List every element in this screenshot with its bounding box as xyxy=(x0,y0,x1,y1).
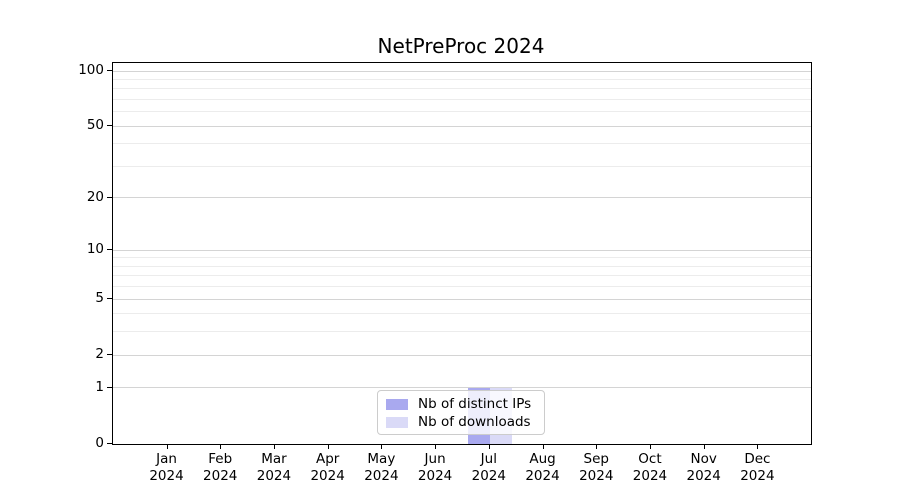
y-gridline-minor xyxy=(113,111,811,113)
y-tick-mark xyxy=(107,354,112,356)
y-gridline-minor xyxy=(113,313,811,315)
x-tick-label: Nov 2024 xyxy=(669,451,739,485)
x-tick-year: 2024 xyxy=(686,468,721,484)
y-gridline-major xyxy=(113,70,811,72)
x-tick-label: Mar 2024 xyxy=(239,451,309,485)
x-tick-year: 2024 xyxy=(632,468,668,484)
chart-title: NetPreProc 2024 xyxy=(377,34,545,58)
x-tick-month: Nov xyxy=(690,451,717,467)
x-tick-year: 2024 xyxy=(471,468,506,484)
x-tick-month: Sep xyxy=(583,451,609,467)
y-gridline-major xyxy=(113,298,811,300)
y-gridline-major xyxy=(113,249,811,251)
x-tick-year: 2024 xyxy=(417,468,453,484)
x-tick-month: May xyxy=(367,451,396,467)
x-tick-month: Feb xyxy=(208,451,233,467)
y-gridline-minor xyxy=(113,331,811,333)
x-tick-mark xyxy=(273,444,275,449)
x-tick-label: Sep 2024 xyxy=(561,451,631,485)
y-tick-label: 100 xyxy=(78,62,104,78)
x-tick-mark xyxy=(435,444,437,449)
y-tick-label: 50 xyxy=(86,117,104,134)
x-tick-month: Aug xyxy=(529,451,556,467)
y-gridline-minor xyxy=(113,165,811,167)
x-tick-mark xyxy=(166,444,168,449)
x-tick-month: Mar xyxy=(261,451,287,467)
x-tick-label: Apr 2024 xyxy=(293,451,363,485)
y-gridline-minor xyxy=(113,286,811,288)
y-gridline-minor xyxy=(113,98,811,100)
y-tick-label: 2 xyxy=(95,346,104,363)
y-tick-label: 10 xyxy=(86,241,104,258)
y-gridline-major xyxy=(113,387,811,389)
y-tick-mark xyxy=(107,70,112,71)
x-tick-label: Aug 2024 xyxy=(508,451,578,485)
x-tick-mark xyxy=(381,444,383,449)
x-tick-month: Jul xyxy=(480,451,497,467)
x-tick-month: Jan xyxy=(156,451,177,467)
x-tick-month: Jun xyxy=(424,451,446,467)
y-tick-mark xyxy=(107,298,112,300)
x-tick-label: Jul 2024 xyxy=(454,451,524,485)
x-tick-year: 2024 xyxy=(740,468,775,484)
x-tick-year: 2024 xyxy=(256,468,292,484)
y-gridline-minor xyxy=(113,78,811,80)
x-tick-mark xyxy=(649,444,651,449)
x-tick-month: Dec xyxy=(744,451,771,467)
legend-item-downloads: Nb of downloads xyxy=(386,413,536,431)
legend: Nb of distinct IPs Nb of downloads xyxy=(377,390,545,435)
x-tick-month: Apr xyxy=(315,451,340,467)
x-tick-mark xyxy=(220,444,222,449)
x-tick-mark xyxy=(596,444,598,449)
x-tick-month: Oct xyxy=(638,451,662,467)
legend-label-downloads: Nb of downloads xyxy=(418,414,531,430)
legend-swatch-distinct-ips xyxy=(386,398,408,410)
y-gridline-minor xyxy=(113,275,811,277)
y-gridline-minor xyxy=(113,143,811,145)
legend-swatch-downloads xyxy=(386,416,408,428)
x-tick-mark xyxy=(488,444,490,449)
y-tick-mark xyxy=(107,386,112,388)
plot-area xyxy=(112,62,812,445)
x-tick-label: Oct 2024 xyxy=(615,451,685,485)
y-tick-label: 20 xyxy=(86,188,104,205)
y-tick-label: 0 xyxy=(95,435,104,451)
legend-item-distinct-ips: Nb of distinct IPs xyxy=(386,395,536,413)
x-tick-label: Dec 2024 xyxy=(722,451,792,485)
y-gridline-minor xyxy=(113,88,811,90)
y-gridline-major xyxy=(113,125,811,127)
x-tick-year: 2024 xyxy=(149,468,184,484)
y-gridline-major xyxy=(113,354,811,356)
y-tick-label: 5 xyxy=(95,290,104,307)
x-tick-label: May 2024 xyxy=(346,451,416,485)
y-tick-label: 1 xyxy=(95,378,104,395)
x-tick-label: Jun 2024 xyxy=(400,451,470,485)
y-gridline-minor xyxy=(113,257,811,259)
legend-label-distinct-ips: Nb of distinct IPs xyxy=(418,396,532,412)
y-gridline-minor xyxy=(113,265,811,267)
x-tick-mark xyxy=(542,444,544,449)
x-tick-year: 2024 xyxy=(364,468,399,484)
x-tick-mark xyxy=(703,444,705,449)
y-tick-mark xyxy=(107,249,112,251)
x-tick-label: Jan 2024 xyxy=(132,451,202,485)
x-tick-year: 2024 xyxy=(310,468,345,484)
y-tick-mark xyxy=(107,125,112,127)
x-tick-year: 2024 xyxy=(203,468,238,484)
y-gridline-major xyxy=(113,197,811,199)
x-tick-mark xyxy=(327,444,329,449)
y-tick-mark xyxy=(107,443,112,444)
x-tick-year: 2024 xyxy=(579,468,614,484)
y-tick-mark xyxy=(107,196,112,198)
x-tick-year: 2024 xyxy=(525,468,560,484)
x-tick-label: Feb 2024 xyxy=(185,451,255,485)
x-tick-mark xyxy=(757,444,759,449)
